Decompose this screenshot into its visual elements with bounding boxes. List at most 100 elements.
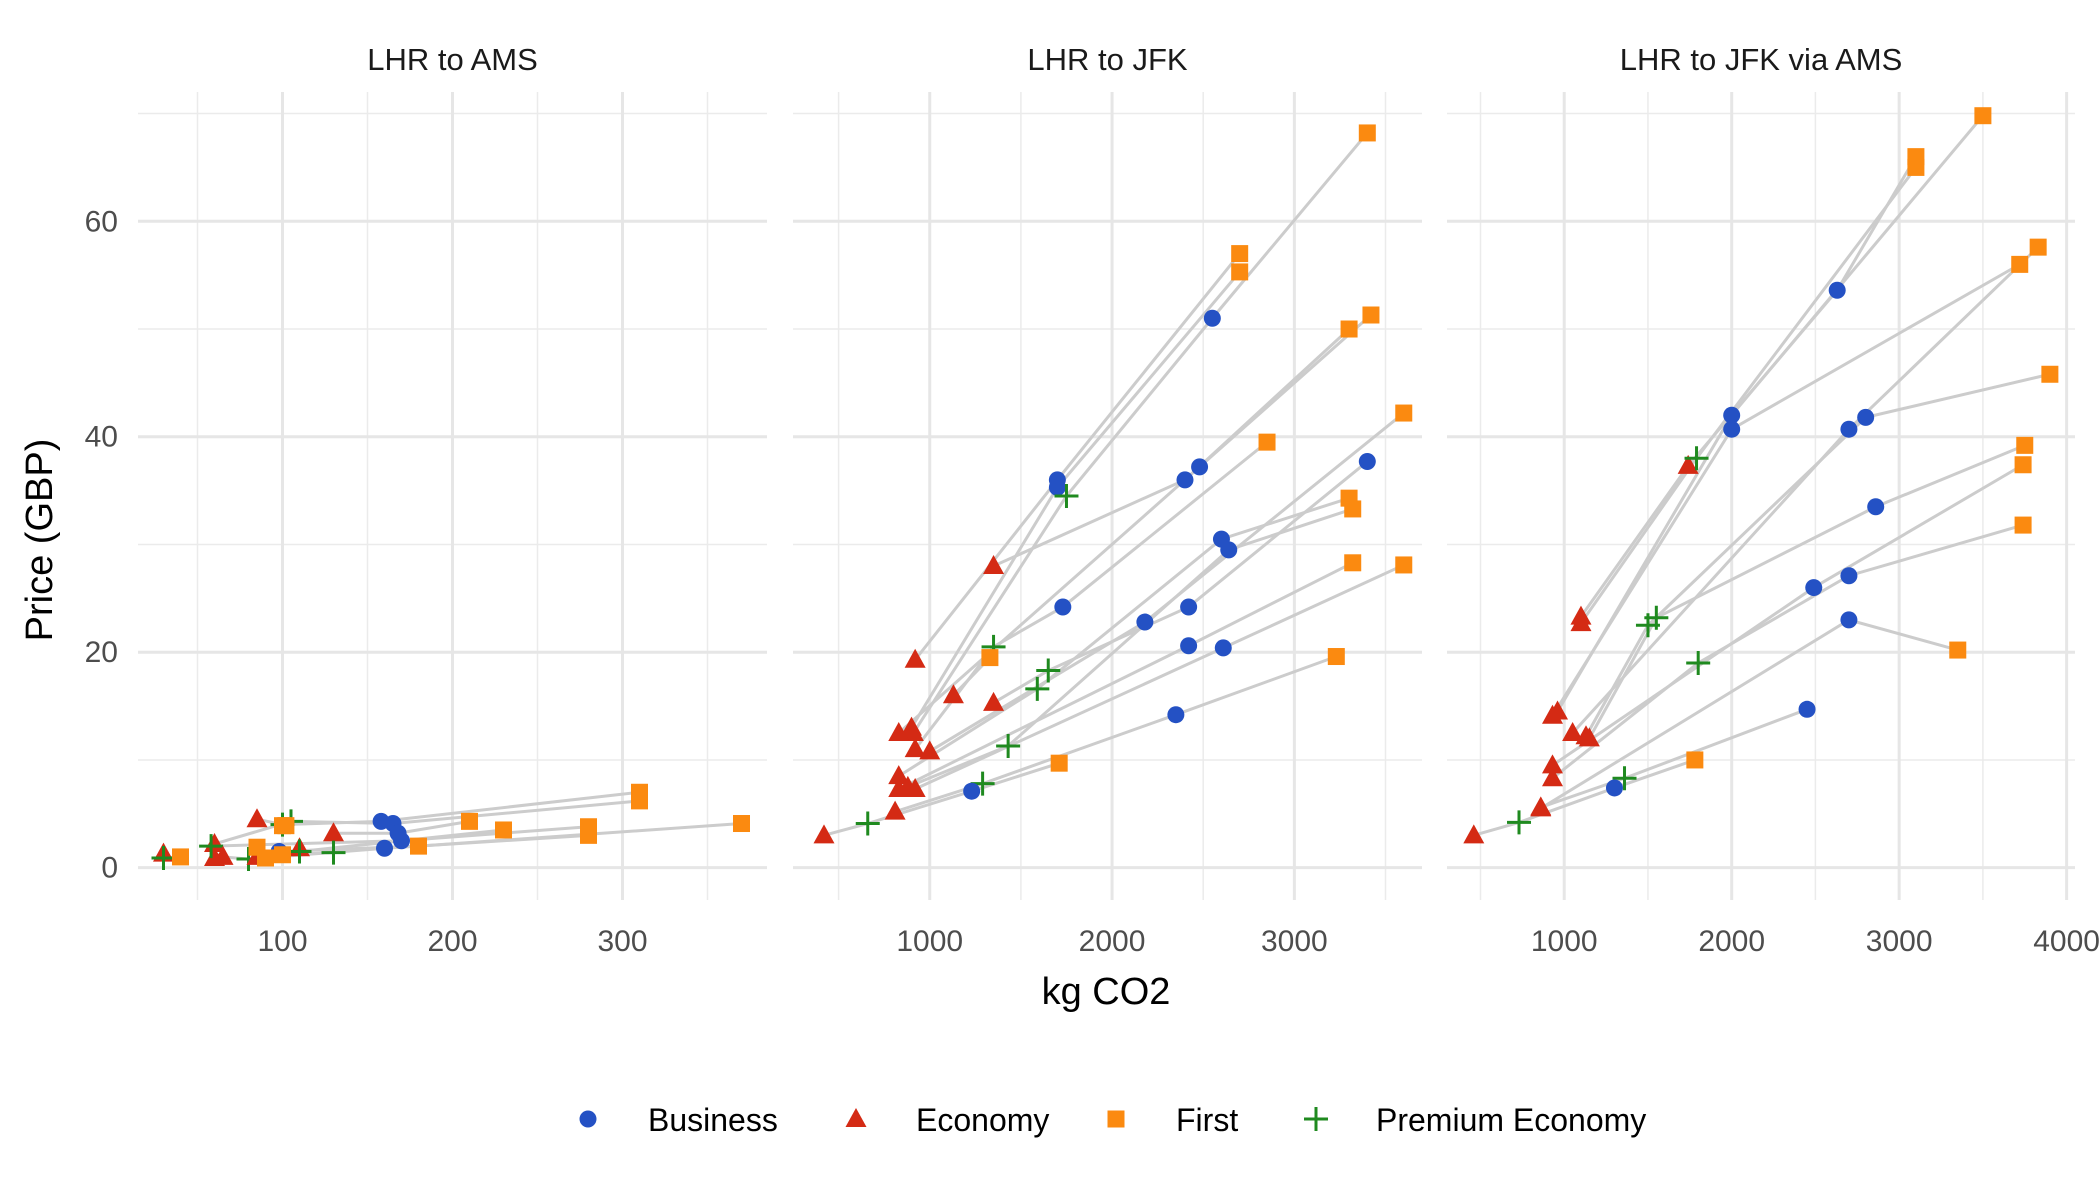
y-axis-title: Price (GBP) [19,439,61,642]
point-business [1358,453,1376,471]
point-business [1180,637,1198,655]
point-business [1176,471,1194,489]
x-tick-label: 3000 [1261,925,1328,958]
point-business [1048,478,1066,496]
route-line [912,131,1369,734]
point-economy [904,778,926,798]
legend-label: Business [648,1102,778,1138]
route-line [907,507,1354,789]
point-first [172,848,189,866]
point-first [1231,245,1249,263]
point-first [2041,365,2059,383]
point-economy [246,808,268,828]
point-business [1136,613,1154,631]
route-line [1551,523,2024,780]
y-tick-label: 40 [85,421,118,454]
point-first [410,837,427,855]
point-economy [888,778,910,798]
point-first [277,817,295,835]
point-premium-economy [855,811,880,836]
point-business [1723,406,1741,424]
point-first [461,812,478,830]
point-first [1907,158,1925,176]
x-tick-label: 3000 [1866,925,1933,958]
point-business [1857,408,1875,426]
point-premium-economy [1644,605,1669,630]
x-tick-label: 100 [257,925,307,958]
point-economy [888,722,910,742]
point-first [1686,751,1704,769]
point-business [1828,281,1846,299]
x-tick-label: 200 [427,925,477,958]
panel-1: LHR to AMS 100 200 300 0 20 40 60 [85,42,767,958]
legend-triangle-icon [845,1108,867,1127]
point-premium-economy [1612,766,1637,791]
point-business [1191,458,1209,476]
point-premium-economy [1507,810,1532,835]
point-economy [1570,612,1592,632]
point-first [274,846,291,864]
legend-label: First [1176,1102,1238,1138]
route-line [1571,246,2040,735]
legend-label: Economy [916,1102,1049,1138]
point-first [981,649,999,667]
x-tick-label: 4000 [2033,925,2100,958]
x-tick-label: 2000 [1698,925,1765,958]
route-line [1579,155,1918,618]
point-economy [1463,824,1485,844]
point-first [580,826,597,844]
point-first [1395,404,1413,422]
point-first [1344,500,1362,518]
point-economy [942,684,964,704]
point-business [1220,541,1238,559]
point-first [1050,754,1068,772]
point-business [1805,579,1823,597]
point-economy [212,845,234,865]
point-first [1395,556,1413,574]
point-premium-economy [1054,484,1079,508]
legend-square-icon [1107,1110,1125,1128]
route-line [823,761,1060,837]
route-line [1473,758,1696,837]
point-first [1258,433,1276,451]
point-economy [1542,704,1564,724]
legend-circle-icon [579,1110,597,1128]
legend-item-economy: Economy [845,1102,1049,1138]
point-first [1231,263,1249,281]
point-first [1974,107,1992,125]
point-economy [884,800,906,820]
point-first [2011,255,2029,273]
point-first [1344,554,1362,572]
point-economy [919,740,941,760]
point-economy [904,738,926,758]
point-economy [1530,796,1552,816]
point-economy [1677,454,1699,474]
legend: Business Economy First Premium Economy [579,1102,1646,1138]
point-business [1167,706,1185,724]
y-tick-label: 60 [85,205,118,238]
point-premium-economy [1036,658,1061,683]
point-economy [888,765,910,785]
point-first [257,849,274,867]
point-economy [323,822,344,842]
legend-item-premium-economy: Premium Economy [1304,1102,1646,1138]
point-first [495,821,512,839]
point-business [1798,700,1816,718]
point-first [2014,456,2032,474]
point-first [1358,124,1376,142]
point-business [963,782,981,800]
route-line [1584,372,2051,737]
point-business [1054,598,1072,616]
point-premium-economy [1686,650,1711,675]
point-business [393,832,410,850]
point-first [1362,306,1380,324]
point-premium-economy [199,834,224,859]
point-economy [1562,722,1584,742]
point-premium-economy [1025,676,1050,701]
point-first [2029,238,2047,256]
legend-label: Premium Economy [1376,1102,1646,1138]
point-business [1867,498,1885,516]
route-line [1551,463,2024,767]
point-business [1723,420,1741,438]
